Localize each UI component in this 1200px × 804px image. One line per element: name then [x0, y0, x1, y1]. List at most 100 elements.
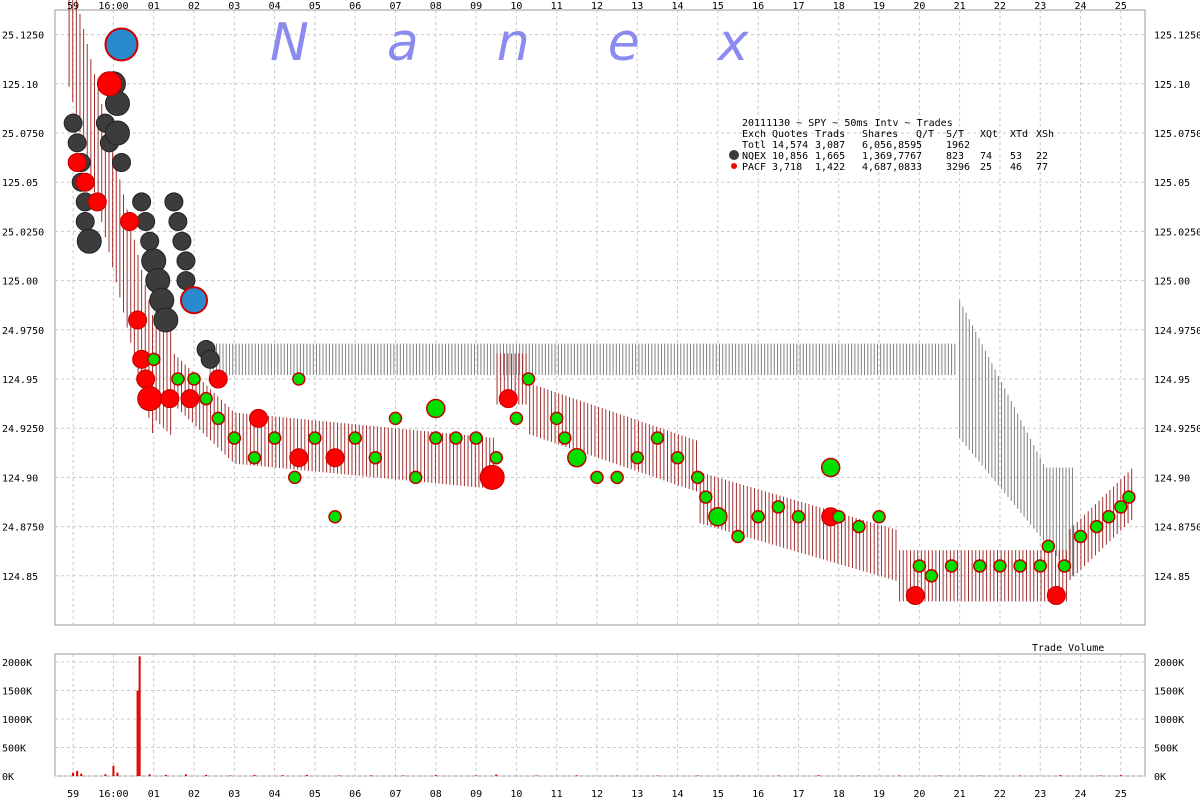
price-tick-label-right: 124.85 — [1154, 572, 1190, 583]
time-tick-label-bottom: 25 — [1115, 789, 1127, 800]
nqex-trade-point — [169, 213, 187, 231]
time-tick-label-bottom: 03 — [228, 789, 240, 800]
time-tick-label-top: 08 — [430, 1, 442, 12]
price-tick-label-left: 124.85 — [2, 572, 38, 583]
time-tick-label-bottom: 16 — [752, 789, 764, 800]
time-tick-label-top: 23 — [1034, 1, 1046, 12]
time-tick-label-top: 20 — [913, 1, 925, 12]
time-tick-label-top: 04 — [269, 1, 281, 12]
pacf-trade-point — [88, 193, 106, 211]
time-tick-label-top: 17 — [792, 1, 804, 12]
price-tick-label-left: 124.90 — [2, 473, 38, 484]
nqex-trade-point — [137, 213, 155, 231]
trade-point — [822, 459, 840, 477]
nqex-trade-point — [177, 252, 195, 270]
time-tick-label-bottom: 17 — [792, 789, 804, 800]
trade-point — [450, 432, 462, 444]
time-tick-label-bottom: 05 — [309, 789, 321, 800]
trade-point — [752, 511, 764, 523]
pacf-trade-point — [209, 370, 227, 388]
volume-bar — [1059, 775, 1061, 776]
volume-bar — [576, 775, 578, 776]
volume-bar — [76, 771, 78, 776]
volume-bar — [403, 775, 405, 776]
time-tick-label-bottom: 02 — [188, 789, 200, 800]
trade-point — [994, 560, 1006, 572]
time-tick-label-bottom: 01 — [148, 789, 160, 800]
pacf-trade-point — [249, 409, 267, 427]
time-tick-label-bottom: 04 — [269, 789, 281, 800]
volume-bar — [338, 775, 340, 776]
trade-point — [289, 471, 301, 483]
trade-point — [925, 570, 937, 582]
nqex-trade-point — [141, 232, 159, 250]
trade-point — [1103, 511, 1115, 523]
time-tick-label-top: 22 — [994, 1, 1006, 12]
legend-header-cell: Quotes — [772, 129, 808, 140]
price-tick-label-left: 24.9250 — [2, 424, 44, 435]
price-tick-label-left: 24.8750 — [2, 523, 44, 534]
legend-cell: 25 — [980, 162, 992, 173]
legend-cell: 53 — [1010, 151, 1022, 162]
time-tick-label-top: 19 — [873, 1, 885, 12]
trade-point — [792, 511, 804, 523]
legend-cell: 77 — [1036, 162, 1048, 173]
legend-cell: 3,718 — [772, 162, 802, 173]
volume-bar — [777, 775, 779, 776]
volume-tick-label-right: 1500K — [1154, 687, 1184, 698]
trade-point — [913, 560, 925, 572]
volume-bar — [165, 775, 167, 776]
volume-bar — [80, 774, 82, 776]
volume-bar — [656, 775, 658, 776]
legend-cell: 3 — [916, 162, 922, 173]
time-tick-label-top: 07 — [389, 1, 401, 12]
legend-cell: PACF — [742, 162, 766, 173]
volume-bar — [475, 775, 477, 776]
trade-point — [389, 412, 401, 424]
volume-bar — [72, 773, 74, 776]
trade-point — [651, 432, 663, 444]
time-tick-label-bottom: 07 — [389, 789, 401, 800]
chart-title: 20111130 ~ SPY ~ 50ms Intv ~ Trades — [742, 118, 953, 129]
legend-header-cell: Shares — [862, 129, 898, 140]
pacf-trade-point — [138, 387, 162, 411]
price-tick-label-right: 124.90 — [1154, 473, 1190, 484]
nqex-trade-point — [154, 308, 178, 332]
legend-header-cell: Trads — [815, 129, 845, 140]
legend-marker — [729, 150, 739, 160]
volume-bar — [435, 775, 437, 776]
trade-point — [1123, 491, 1135, 503]
trade-point — [692, 471, 704, 483]
trade-point — [510, 412, 522, 424]
price-tick-label-left: 125.10 — [2, 80, 38, 91]
time-tick-label-top: 09 — [470, 1, 482, 12]
legend-header-cell: S/T — [946, 129, 964, 140]
legend-cell: 74 — [980, 151, 992, 162]
time-tick-label-top: 15 — [712, 1, 724, 12]
price-tick-label-left: 25.1250 — [2, 31, 44, 42]
volume-bar — [149, 774, 151, 776]
price-tick-label-left: 25.0250 — [2, 227, 44, 238]
time-tick-label-bottom: 06 — [349, 789, 361, 800]
trade-point — [772, 501, 784, 513]
volume-bar — [229, 775, 231, 776]
volume-bar — [112, 766, 114, 776]
legend-header-cell: Exch — [742, 129, 766, 140]
trade-point — [293, 373, 305, 385]
price-tick-label-left: 124.95 — [2, 375, 38, 386]
trade-point — [1058, 560, 1070, 572]
time-tick-label-bottom: 20 — [913, 789, 925, 800]
volume-bar — [697, 775, 699, 776]
volume-bar — [1019, 775, 1021, 776]
volume-tick-label-left: 500K — [2, 744, 26, 755]
time-tick-label-bottom: 12 — [591, 789, 603, 800]
time-tick-label-top: 06 — [349, 1, 361, 12]
pacf-trade-point — [129, 311, 147, 329]
time-tick-label-top: 11 — [551, 1, 563, 12]
volume-panel-label: Trade Volume — [1032, 643, 1104, 654]
time-tick-label-bottom: 59 — [67, 789, 79, 800]
volume-panel-frame — [55, 654, 1145, 776]
trade-point — [410, 471, 422, 483]
large-trade-point — [181, 287, 207, 313]
